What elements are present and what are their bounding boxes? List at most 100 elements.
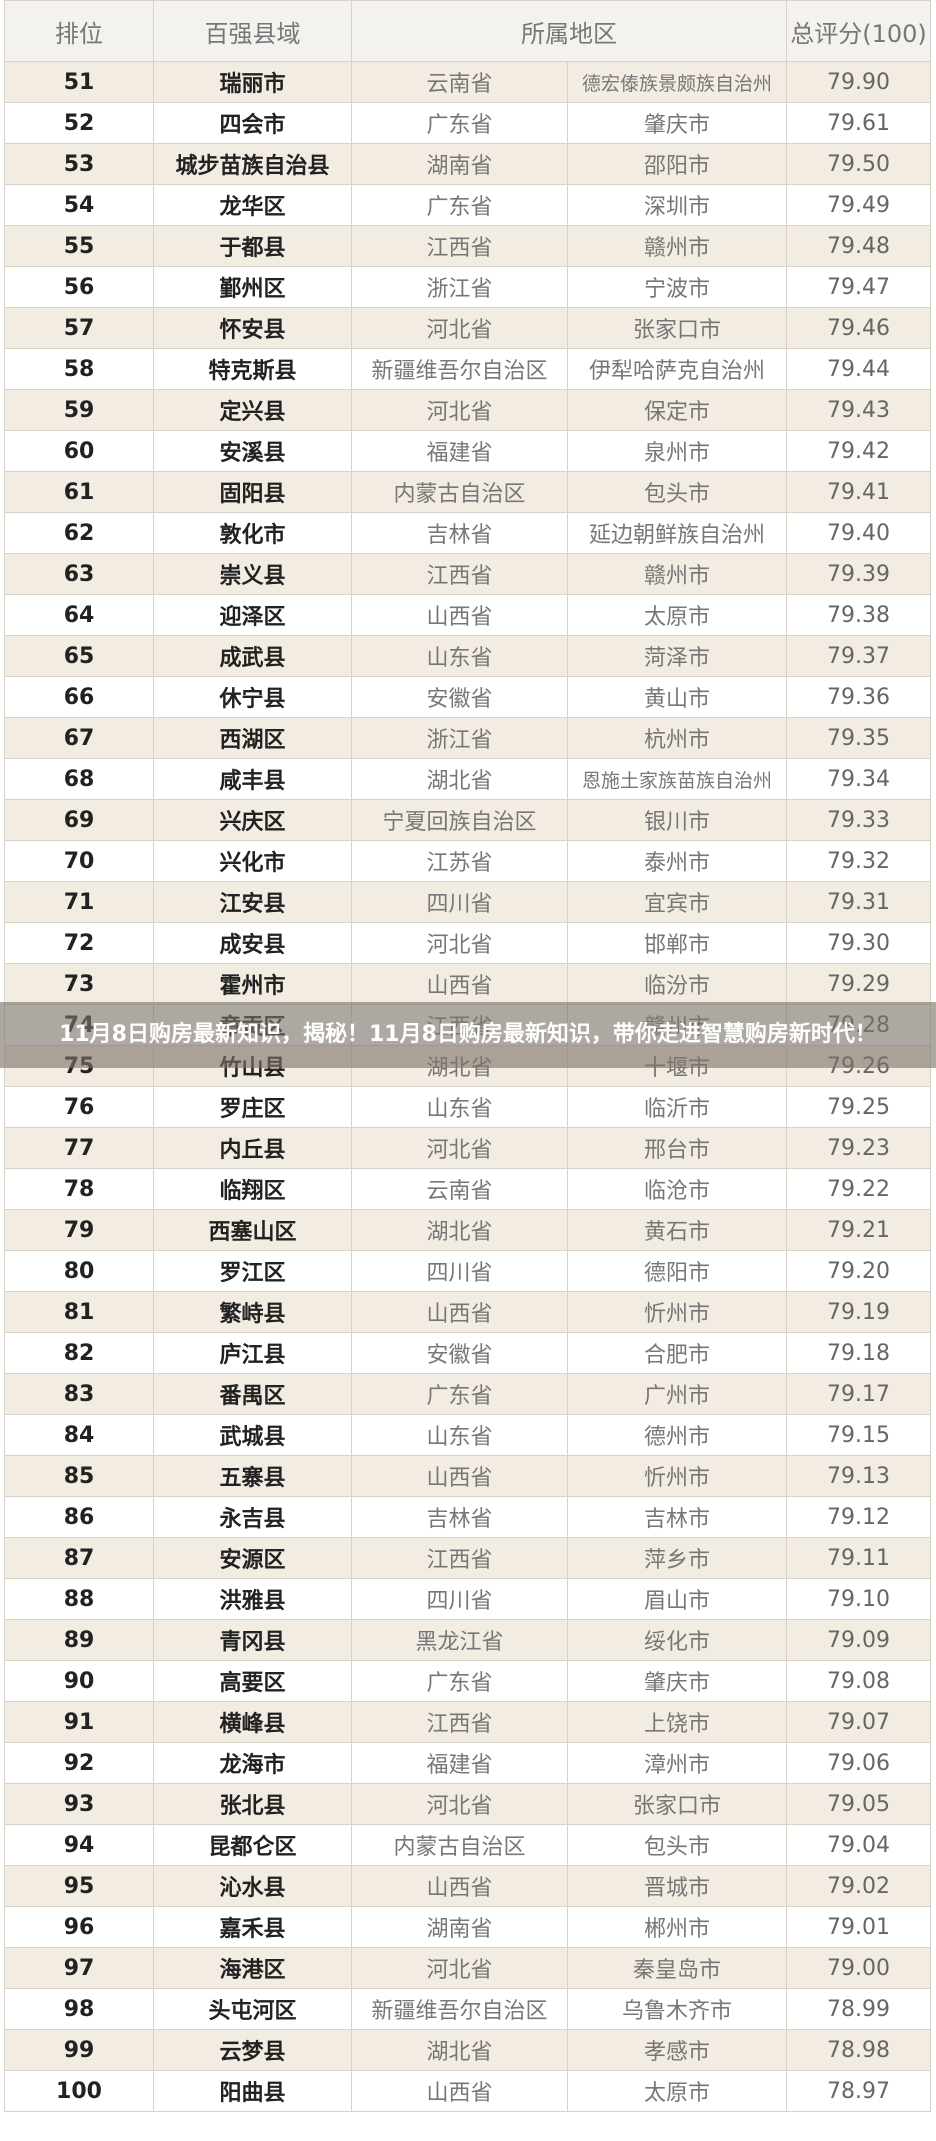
table-cell: 广东省 xyxy=(351,102,568,144)
table-cell: 成武县 xyxy=(153,635,352,677)
table-cell: 新疆维吾尔自治区 xyxy=(351,348,568,390)
table-cell: 定兴县 xyxy=(153,389,352,431)
table-cell: 太原市 xyxy=(567,594,787,636)
table-cell: 宜宾市 xyxy=(567,881,787,923)
table-cell: 成安县 xyxy=(153,922,352,964)
table-cell: 79.43 xyxy=(786,389,931,431)
table-cell: 杭州市 xyxy=(567,717,787,759)
table-cell: 79.19 xyxy=(786,1291,931,1333)
table-cell: 安徽省 xyxy=(351,676,568,718)
table-cell: 78.97 xyxy=(786,2070,931,2112)
table-cell: 深圳市 xyxy=(567,184,787,226)
table-cell: 龙华区 xyxy=(153,184,352,226)
table-cell: 罗庄区 xyxy=(153,1086,352,1128)
table-cell: 79.01 xyxy=(786,1906,931,1948)
table-row: 78 临翔区 云南省 临沧市 79.22 xyxy=(4,1168,931,1210)
table-row: 89 青冈县 黑龙江省 绥化市 79.09 xyxy=(4,1619,931,1661)
table-cell: 79.37 xyxy=(786,635,931,677)
table-cell: 忻州市 xyxy=(567,1455,787,1497)
table-cell: 湖南省 xyxy=(351,143,568,185)
table-cell: 91 xyxy=(4,1701,154,1743)
table-cell: 河北省 xyxy=(351,922,568,964)
header-cell: 排位 xyxy=(4,0,154,62)
table-cell: 93 xyxy=(4,1783,154,1825)
table-cell: 肇庆市 xyxy=(567,102,787,144)
table-cell: 四川省 xyxy=(351,1578,568,1620)
table-cell: 54 xyxy=(4,184,154,226)
table-row: 90 高要区 广东省 肇庆市 79.08 xyxy=(4,1660,931,1702)
table-cell: 湖南省 xyxy=(351,1906,568,1948)
table-row: 69 兴庆区 宁夏回族自治区 银川市 79.33 xyxy=(4,799,931,841)
table-cell: 萍乡市 xyxy=(567,1537,787,1579)
table-cell: 罗江区 xyxy=(153,1250,352,1292)
table-cell: 79.33 xyxy=(786,799,931,841)
table-cell: 97 xyxy=(4,1947,154,1989)
table-row: 65 成武县 山东省 菏泽市 79.37 xyxy=(4,635,931,677)
table-row: 54 龙华区 广东省 深圳市 79.49 xyxy=(4,184,931,226)
table-cell: 79.21 xyxy=(786,1209,931,1251)
table-cell: 霍州市 xyxy=(153,963,352,1005)
table-row: 99 云梦县 湖北省 孝感市 78.98 xyxy=(4,2029,931,2071)
table-cell: 55 xyxy=(4,225,154,267)
table-cell: 94 xyxy=(4,1824,154,1866)
table-cell: 95 xyxy=(4,1865,154,1907)
table-cell: 云南省 xyxy=(351,61,568,103)
table-cell: 眉山市 xyxy=(567,1578,787,1620)
header-cell: 总评分(100) xyxy=(786,0,931,62)
table-cell: 河北省 xyxy=(351,307,568,349)
table-cell: 赣州市 xyxy=(567,225,787,267)
table-cell: 78 xyxy=(4,1168,154,1210)
table-cell: 银川市 xyxy=(567,799,787,841)
table-cell: 河北省 xyxy=(351,1127,568,1169)
table-cell: 78.99 xyxy=(786,1988,931,2030)
table-cell: 山东省 xyxy=(351,1086,568,1128)
table-cell: 江安县 xyxy=(153,881,352,923)
table-row: 53 城步苗族自治县 湖南省 邵阳市 79.50 xyxy=(4,143,931,185)
table-cell: 79.12 xyxy=(786,1496,931,1538)
table-cell: 79.50 xyxy=(786,143,931,185)
table-row: 83 番禺区 广东省 广州市 79.17 xyxy=(4,1373,931,1415)
table-cell: 湖北省 xyxy=(351,758,568,800)
table-cell: 西塞山区 xyxy=(153,1209,352,1251)
table-cell: 崇义县 xyxy=(153,553,352,595)
table-row: 92 龙海市 福建省 漳州市 79.06 xyxy=(4,1742,931,1784)
table-cell: 沁水县 xyxy=(153,1865,352,1907)
table-cell: 特克斯县 xyxy=(153,348,352,390)
table-cell: 79.31 xyxy=(786,881,931,923)
table-cell: 79.40 xyxy=(786,512,931,554)
table-cell: 72 xyxy=(4,922,154,964)
table-cell: 62 xyxy=(4,512,154,554)
table-row: 70 兴化市 江苏省 泰州市 79.32 xyxy=(4,840,931,882)
table-cell: 广东省 xyxy=(351,1660,568,1702)
table-row: 79 西塞山区 湖北省 黄石市 79.21 xyxy=(4,1209,931,1251)
table-row: 86 永吉县 吉林省 吉林市 79.12 xyxy=(4,1496,931,1538)
table-body: 51 瑞丽市 云南省 德宏傣族景颇族自治州 79.90 52 四会市 广东省 肇庆市 79.61 5… xyxy=(4,61,931,2112)
table-cell: 60 xyxy=(4,430,154,472)
table-cell: 山西省 xyxy=(351,2070,568,2112)
table-cell: 宁波市 xyxy=(567,266,787,308)
table-cell: 67 xyxy=(4,717,154,759)
table-cell: 武城县 xyxy=(153,1414,352,1456)
table-row: 72 成安县 河北省 邯郸市 79.30 xyxy=(4,922,931,964)
table-cell: 番禺区 xyxy=(153,1373,352,1415)
table-cell: 79.06 xyxy=(786,1742,931,1784)
table-cell: 福建省 xyxy=(351,1742,568,1784)
table-cell: 郴州市 xyxy=(567,1906,787,1948)
table-cell: 96 xyxy=(4,1906,154,1948)
table-row: 64 迎泽区 山西省 太原市 79.38 xyxy=(4,594,931,636)
table-cell: 87 xyxy=(4,1537,154,1579)
table-cell: 临翔区 xyxy=(153,1168,352,1210)
table-cell: 河北省 xyxy=(351,1783,568,1825)
table-cell: 四川省 xyxy=(351,1250,568,1292)
table-cell: 临汾市 xyxy=(567,963,787,1005)
table-cell: 福建省 xyxy=(351,430,568,472)
table-cell: 79 xyxy=(4,1209,154,1251)
table-cell: 江西省 xyxy=(351,553,568,595)
table-cell: 77 xyxy=(4,1127,154,1169)
table-cell: 92 xyxy=(4,1742,154,1784)
table-cell: 79.09 xyxy=(786,1619,931,1661)
table-cell: 江西省 xyxy=(351,1701,568,1743)
table-row: 98 头屯河区 新疆维吾尔自治区 乌鲁木齐市 78.99 xyxy=(4,1988,931,2030)
table-cell: 山西省 xyxy=(351,1291,568,1333)
table-cell: 79.61 xyxy=(786,102,931,144)
